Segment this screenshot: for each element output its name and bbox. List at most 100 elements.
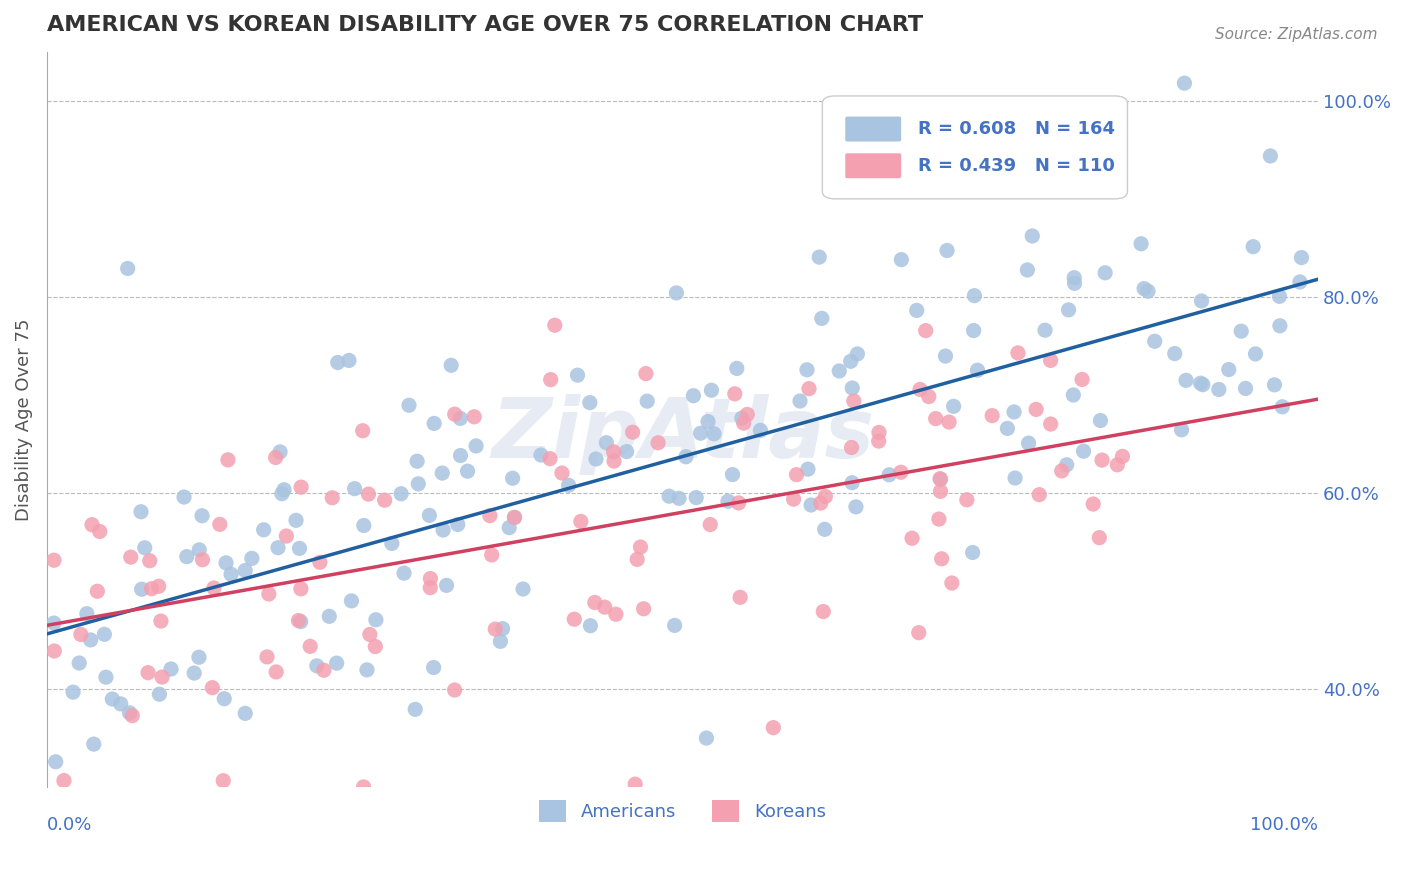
Point [93,627,115,641]
Point [309,555,332,569]
Point [733,416,755,430]
Point [299,640,322,654]
Point [1063,270,1085,285]
Point [700,384,723,398]
Point [188,542,211,557]
Point [621,425,644,440]
Point [404,702,426,716]
Point [828,364,851,378]
Point [697,415,720,429]
Point [208,517,231,532]
Point [810,496,832,510]
Point [173,490,195,504]
Point [1263,377,1285,392]
Point [685,491,707,505]
Point [725,361,748,376]
Point [418,508,440,523]
Point [664,618,686,632]
Point [1170,423,1192,437]
Point [929,472,952,486]
Point [562,612,585,626]
Point [149,614,172,628]
Point [699,517,721,532]
Point [544,318,567,333]
Point [326,355,349,369]
Point [602,444,624,458]
Point [929,484,952,499]
Point [478,508,501,523]
Point [810,311,832,326]
Point [1039,417,1062,431]
Point [934,349,956,363]
Point [392,566,415,581]
Point [1076,155,1098,169]
Point [202,581,225,595]
Point [219,567,242,582]
Point [359,627,381,641]
Point [134,541,156,555]
Point [94,670,117,684]
Point [398,398,420,412]
Point [929,472,952,486]
Point [530,448,553,462]
Point [447,517,470,532]
FancyBboxPatch shape [845,153,901,178]
Point [941,576,963,591]
Point [110,697,132,711]
Point [724,387,747,401]
Point [569,515,592,529]
Point [605,607,627,622]
Point [176,549,198,564]
Point [389,487,412,501]
Point [443,683,465,698]
Point [136,665,159,680]
Point [449,411,471,425]
Point [312,663,335,677]
Point [450,449,472,463]
Point [868,434,890,449]
Point [233,706,256,721]
Point [67,656,90,670]
Point [457,464,479,478]
Point [1234,381,1257,395]
Point [290,615,312,629]
Point [1094,266,1116,280]
Point [321,491,343,505]
Point [83,737,105,751]
Point [118,706,141,720]
Point [1241,240,1264,254]
Point [908,383,931,397]
Point [267,541,290,555]
Point [129,505,152,519]
Point [101,692,124,706]
Point [1007,346,1029,360]
Point [1218,362,1240,376]
Point [187,650,209,665]
Point [842,394,865,409]
Point [735,408,758,422]
Point [1143,334,1166,349]
Point [1017,263,1039,277]
Point [1039,353,1062,368]
Point [217,453,239,467]
Point [721,467,744,482]
Point [901,531,924,545]
Point [503,510,526,524]
Point [938,415,960,429]
Point [491,622,513,636]
Point [1088,531,1111,545]
Point [1028,488,1050,502]
Point [668,491,690,506]
Point [141,582,163,596]
Point [201,681,224,695]
Point [1033,323,1056,337]
Point [1057,302,1080,317]
Point [762,721,785,735]
Text: 0.0%: 0.0% [46,816,93,834]
Point [1063,277,1085,291]
Point [436,578,458,592]
Point [782,492,804,507]
Point [962,324,984,338]
Point [419,581,441,595]
FancyBboxPatch shape [845,117,901,142]
